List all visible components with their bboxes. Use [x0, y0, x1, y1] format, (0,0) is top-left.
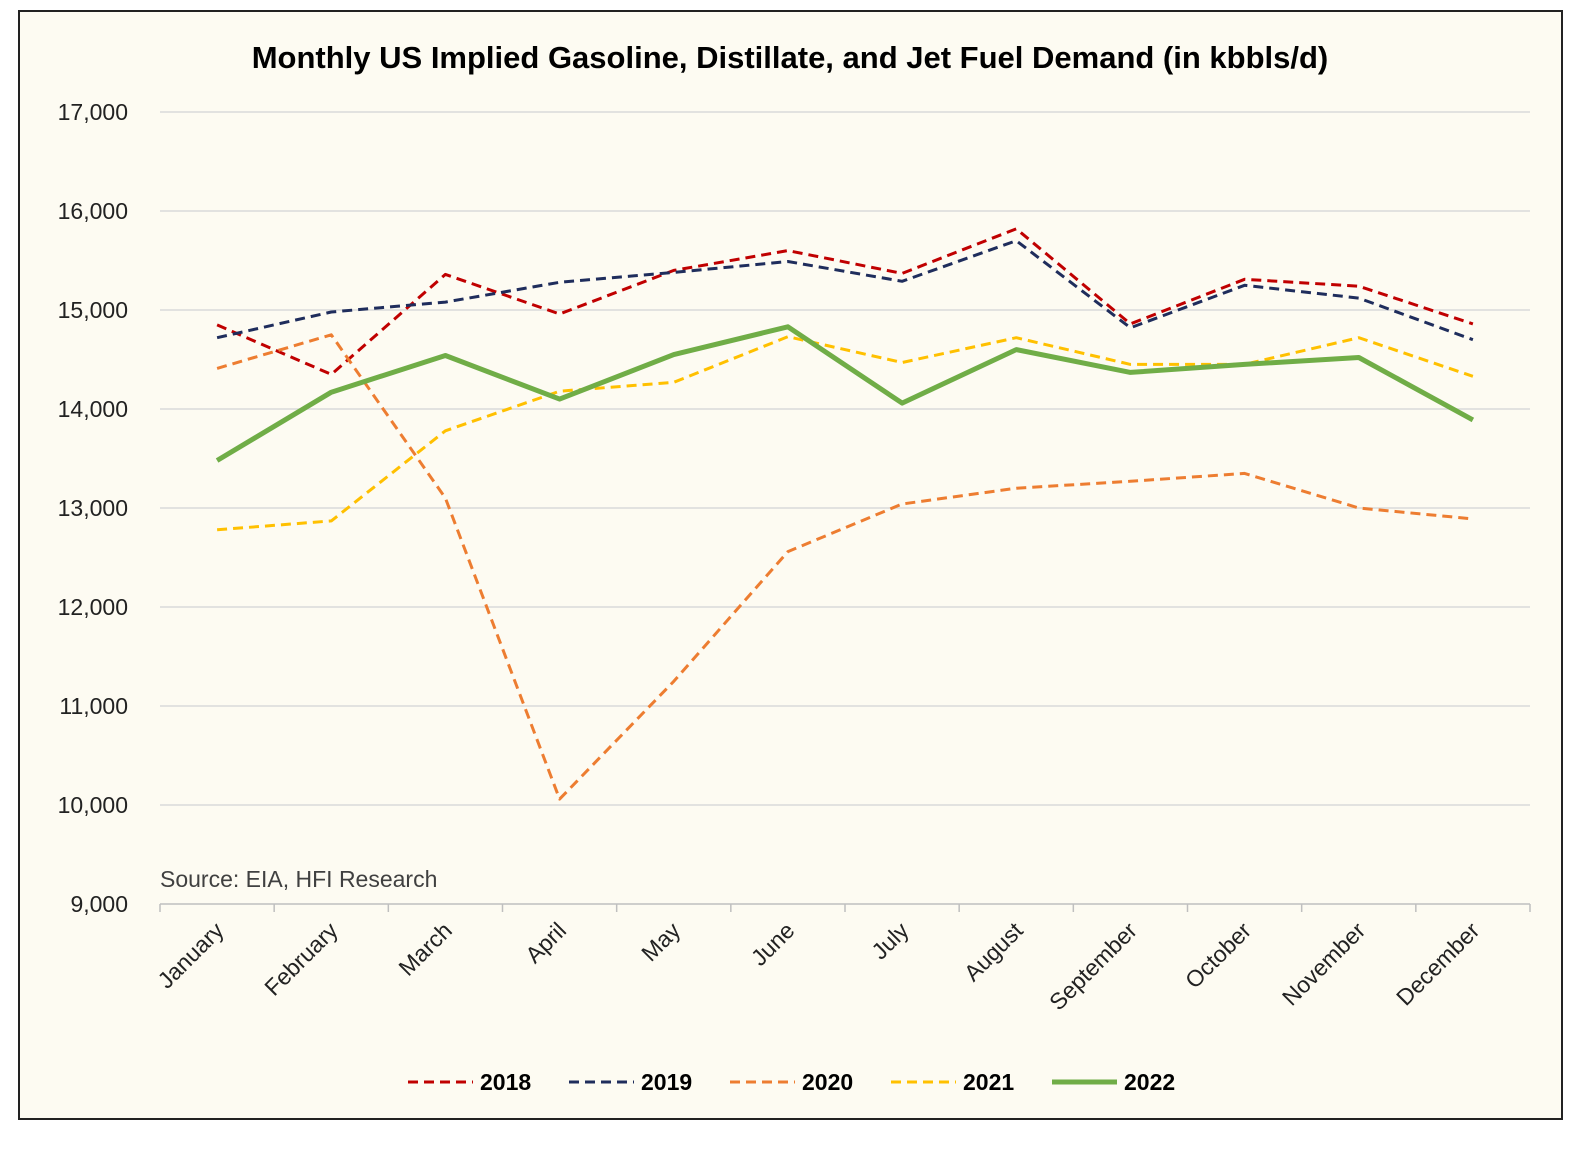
- legend-label-2019: 2019: [641, 1069, 692, 1095]
- x-tick-label: October: [1180, 917, 1256, 993]
- y-tick-label: 17,000: [58, 99, 128, 125]
- x-tick-label: August: [959, 917, 1028, 986]
- series-line-2019: [216, 239, 1474, 342]
- x-tick-label: June: [746, 917, 800, 971]
- y-tick-label: 9,000: [70, 891, 128, 917]
- legend-label-2020: 2020: [802, 1069, 853, 1095]
- y-tick-label: 15,000: [58, 297, 128, 323]
- gridlines: [160, 111, 1530, 806]
- y-tick-label: 12,000: [58, 594, 128, 620]
- legend-label-2018: 2018: [480, 1069, 531, 1095]
- chart-title: Monthly US Implied Gasoline, Distillate,…: [252, 40, 1329, 75]
- y-tick-label: 10,000: [58, 792, 128, 818]
- line-chart: Monthly US Implied Gasoline, Distillate,…: [58, 40, 1531, 1095]
- legend-label-2022: 2022: [1124, 1069, 1175, 1095]
- source-annotation: Source: EIA, HFI Research: [160, 866, 437, 892]
- x-tick-label: December: [1391, 917, 1485, 1011]
- y-tick-label: 16,000: [58, 198, 128, 224]
- x-tick-label: September: [1044, 917, 1142, 1015]
- y-tick-label: 14,000: [58, 396, 128, 422]
- series-line-2022: [215, 324, 1475, 463]
- series-line-2020: [216, 333, 1474, 801]
- x-tick-label: January: [152, 917, 229, 994]
- y-tick-label: 13,000: [58, 495, 128, 521]
- x-tick-label: July: [866, 917, 914, 965]
- chart-frame: Monthly US Implied Gasoline, Distillate,…: [18, 10, 1563, 1120]
- x-tick-label: April: [520, 917, 571, 968]
- series-line-2021: [216, 335, 1474, 532]
- x-tick-label: November: [1277, 917, 1371, 1011]
- series-line-2018: [216, 227, 1474, 376]
- y-tick-label: 11,000: [59, 693, 128, 719]
- x-tick-label: February: [259, 917, 343, 1001]
- legend: 2018 2019 2020 2021 2022: [408, 1069, 1175, 1095]
- legend-label-2021: 2021: [963, 1069, 1014, 1095]
- series-lines: [215, 227, 1475, 801]
- x-tick-label: March: [393, 917, 457, 981]
- x-tick-label: May: [636, 917, 685, 966]
